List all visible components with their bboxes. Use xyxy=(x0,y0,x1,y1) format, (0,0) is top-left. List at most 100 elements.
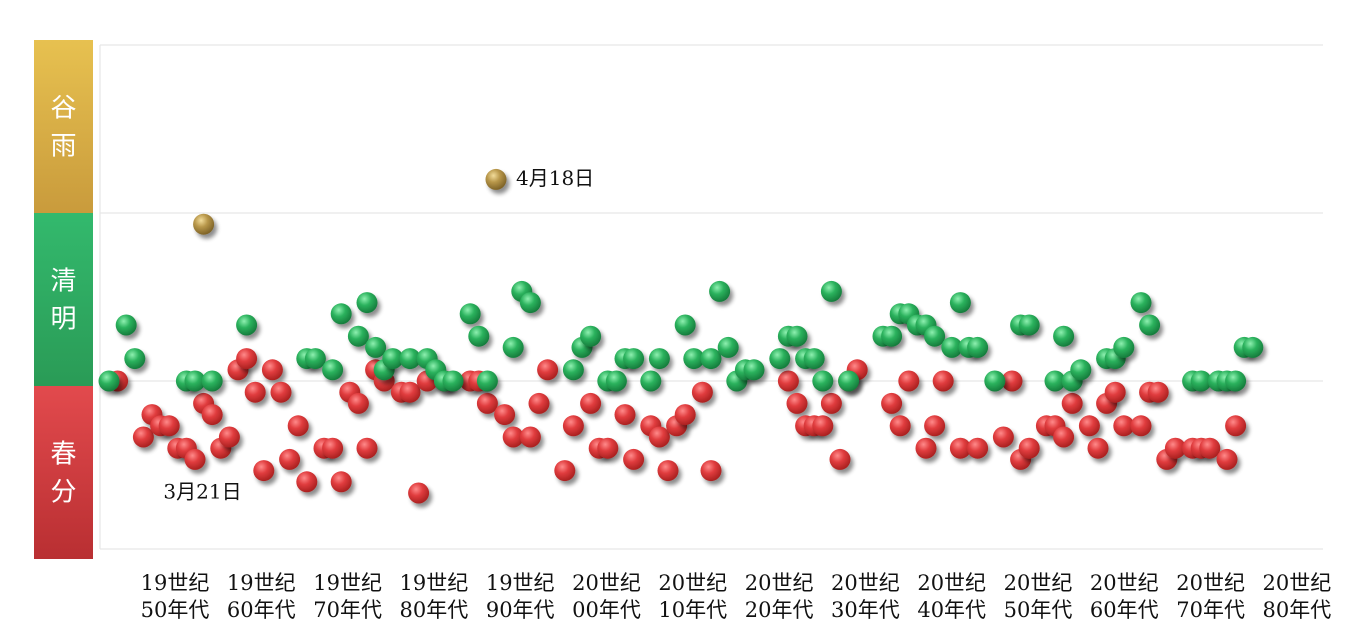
point-chunfen xyxy=(408,482,430,504)
x-tick-label: 30年代 xyxy=(831,598,900,622)
point-qingming xyxy=(580,325,602,347)
point-qingming xyxy=(124,348,146,370)
point-qingming xyxy=(442,370,464,392)
point-chunfen xyxy=(881,392,903,414)
point-qingming xyxy=(640,370,662,392)
point-chunfen xyxy=(347,392,369,414)
point-chunfen xyxy=(580,392,602,414)
x-tick-label: 60年代 xyxy=(1090,598,1159,622)
point-qingming xyxy=(382,348,404,370)
point-qingming xyxy=(683,348,705,370)
point-qingming xyxy=(812,370,834,392)
point-chunfen xyxy=(287,415,309,437)
point-qingming xyxy=(717,336,739,358)
point-chunfen xyxy=(253,460,275,482)
point-chunfen xyxy=(279,448,301,470)
point-qingming xyxy=(743,359,765,381)
x-tick-label: 20世纪 xyxy=(745,571,814,595)
point-chunfen xyxy=(932,370,954,392)
point-qingming xyxy=(115,314,137,336)
x-tick-label: 40年代 xyxy=(917,598,986,622)
point-qingming xyxy=(330,303,352,325)
point-qingming xyxy=(1044,370,1066,392)
point-chunfen xyxy=(158,415,180,437)
point-qingming xyxy=(1242,336,1264,358)
point-qingming xyxy=(399,348,421,370)
point-chunfen xyxy=(476,392,498,414)
point-qingming xyxy=(476,370,498,392)
point-chunfen xyxy=(356,437,378,459)
point-qingming xyxy=(562,359,584,381)
point-qingming xyxy=(365,336,387,358)
point-chunfen xyxy=(502,426,524,448)
band-label: 谷 xyxy=(50,94,76,124)
point-qingming xyxy=(1225,370,1247,392)
x-tick-label: 70年代 xyxy=(1176,598,1245,622)
point-chunfen xyxy=(967,437,989,459)
point-chunfen xyxy=(777,370,799,392)
point-chunfen xyxy=(201,404,223,426)
band-label: 雨 xyxy=(50,132,76,162)
gridlines xyxy=(99,44,1323,550)
band-label: 清 xyxy=(50,267,76,297)
point-chunfen xyxy=(322,437,344,459)
point-chunfen xyxy=(296,471,318,493)
point-chunfen xyxy=(554,460,576,482)
point-chunfen xyxy=(261,359,283,381)
point-qingming xyxy=(502,336,524,358)
point-chunfen xyxy=(898,370,920,392)
point-qingming xyxy=(1190,370,1212,392)
x-tick-label: 00年代 xyxy=(572,598,641,622)
point-chunfen xyxy=(1130,415,1152,437)
point-qingming xyxy=(304,348,326,370)
x-tick-label: 60年代 xyxy=(227,598,296,622)
x-tick-label: 50年代 xyxy=(141,598,210,622)
point-chunfen xyxy=(537,359,559,381)
point-chunfen xyxy=(1147,381,1169,403)
point-qingming xyxy=(648,348,670,370)
point-chunfen xyxy=(1061,392,1083,414)
x-tick-label: 20世纪 xyxy=(1176,571,1245,595)
x-tick-label: 90年代 xyxy=(486,598,555,622)
point-chunfen xyxy=(623,448,645,470)
point-qingming xyxy=(949,292,971,314)
point-chunfen xyxy=(786,392,808,414)
x-tick-label: 20世纪 xyxy=(917,571,986,595)
point-chunfen xyxy=(1001,370,1023,392)
point-qingming xyxy=(700,348,722,370)
x-tick-label: 19世纪 xyxy=(486,571,555,595)
point-qingming xyxy=(623,348,645,370)
point-chunfen xyxy=(1087,437,1109,459)
x-tick-label: 20世纪 xyxy=(831,571,900,595)
x-tick-label: 20世纪 xyxy=(1090,571,1159,595)
point-chunfen xyxy=(562,415,584,437)
point-qingming xyxy=(347,325,369,347)
x-tick-label: 20世纪 xyxy=(1004,571,1073,595)
point-qingming xyxy=(322,359,344,381)
x-tick-label: 70年代 xyxy=(313,598,382,622)
point-qingming xyxy=(356,292,378,314)
point-qingming xyxy=(1130,292,1152,314)
point-chunfen xyxy=(528,392,550,414)
point-qingming xyxy=(709,280,731,302)
point-chunfen xyxy=(691,381,713,403)
point-qingming xyxy=(838,370,860,392)
point-qingming xyxy=(236,314,258,336)
point-chunfen xyxy=(270,381,292,403)
x-tick-label: 50年代 xyxy=(1004,598,1073,622)
point-qingming xyxy=(1053,325,1075,347)
x-tick-label: 80年代 xyxy=(400,598,469,622)
point-chunfen xyxy=(519,426,541,448)
point-guyu xyxy=(485,168,507,190)
point-chunfen xyxy=(1225,415,1247,437)
x-tick-labels: 19世纪 50年代 19世纪 60年代 19世纪 70年代 19世纪 80年代 19世纪 90年代… xyxy=(141,571,1332,622)
point-chunfen xyxy=(700,460,722,482)
x-tick-label: 19世纪 xyxy=(313,571,382,595)
annotation-label: 3月21日 xyxy=(163,480,241,504)
point-chunfen xyxy=(1018,437,1040,459)
point-chunfen xyxy=(1113,415,1135,437)
point-chunfen xyxy=(949,437,971,459)
point-chunfen xyxy=(399,381,421,403)
